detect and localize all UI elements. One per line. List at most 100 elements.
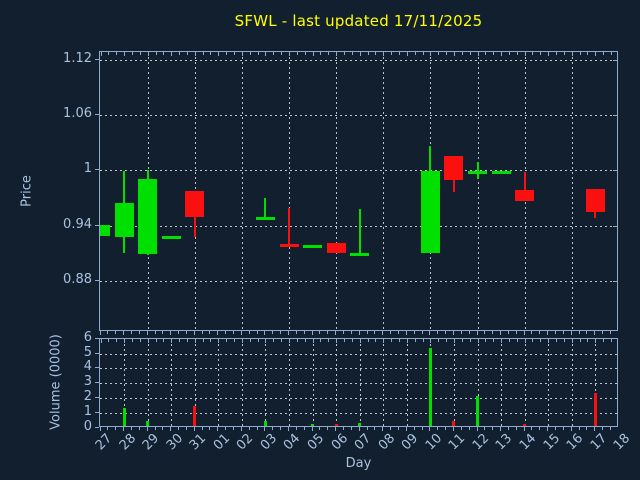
volume-y-tick	[95, 412, 99, 414]
day-tick-label: 14	[516, 431, 540, 454]
volume-gridline-vertical	[147, 339, 149, 426]
x-tick	[178, 331, 179, 334]
day-tick-label: 18	[611, 431, 634, 454]
x-tick	[304, 339, 306, 342]
x-tick	[507, 331, 509, 334]
x-tick	[336, 339, 338, 343]
x-tick	[240, 427, 242, 431]
x-tick	[272, 427, 274, 430]
x-tick	[383, 52, 385, 56]
volume-gridline-vertical	[124, 339, 126, 426]
x-tick	[99, 427, 101, 431]
x-tick	[578, 331, 580, 334]
x-tick	[508, 339, 510, 342]
price-y-tick	[95, 279, 99, 281]
x-tick	[366, 331, 368, 334]
x-tick	[295, 427, 297, 430]
x-tick	[225, 331, 227, 334]
x-tick	[422, 339, 424, 342]
x-tick	[241, 52, 243, 56]
price-gridline-vertical	[289, 52, 290, 330]
volume-panel	[99, 338, 618, 427]
x-tick	[438, 339, 440, 342]
x-tick	[225, 427, 227, 430]
x-tick	[611, 52, 612, 55]
x-tick	[179, 339, 180, 342]
x-tick	[571, 52, 573, 56]
x-tick	[264, 331, 266, 335]
x-tick	[343, 331, 344, 334]
x-tick	[312, 339, 314, 343]
volume-y-tick	[95, 427, 99, 428]
x-tick	[437, 331, 439, 334]
candle-body-12	[468, 171, 487, 175]
x-tick	[100, 339, 102, 343]
candle-body-06	[326, 243, 346, 254]
x-tick	[595, 52, 597, 56]
volume-y-tick	[95, 397, 99, 399]
x-tick	[233, 331, 234, 334]
candle-body-13	[491, 171, 511, 175]
volume-bar-04	[287, 425, 291, 426]
price-gridline-horizontal	[100, 280, 617, 282]
x-tick	[264, 427, 266, 431]
x-tick	[367, 339, 369, 342]
x-tick	[226, 339, 228, 342]
x-tick	[484, 427, 486, 430]
x-tick	[485, 339, 487, 342]
x-tick	[461, 339, 463, 342]
x-tick	[430, 339, 432, 343]
x-tick	[382, 427, 384, 431]
price-tick-label: 1	[83, 161, 92, 177]
volume-y-tick	[95, 352, 99, 354]
x-tick	[414, 52, 416, 55]
x-tick	[343, 427, 344, 430]
candle-wick-04	[288, 208, 290, 244]
x-tick	[594, 331, 596, 335]
volume-bar-14	[523, 423, 527, 426]
volume-gridline-vertical	[524, 339, 526, 426]
volume-gridline-horizontal	[100, 383, 617, 385]
x-tick	[130, 427, 132, 430]
x-tick	[131, 52, 133, 55]
x-tick	[540, 52, 542, 55]
x-tick	[390, 331, 392, 334]
day-tick-label: 10	[422, 431, 445, 454]
x-tick	[547, 331, 549, 335]
x-tick	[116, 339, 118, 342]
volume-y-tick	[95, 337, 99, 339]
x-tick	[485, 52, 487, 55]
volume-gridline-vertical	[218, 339, 220, 426]
x-tick	[138, 427, 140, 430]
x-tick	[115, 331, 117, 334]
x-tick	[296, 52, 298, 55]
day-tick-label: 29	[139, 431, 163, 454]
x-tick	[170, 331, 172, 335]
day-tick-label: 12	[469, 431, 493, 454]
x-tick	[397, 427, 399, 430]
volume-y-tick	[95, 367, 99, 369]
x-tick	[539, 427, 541, 430]
x-tick	[476, 427, 478, 431]
x-tick	[241, 339, 243, 343]
volume-y-tick	[95, 382, 99, 384]
x-tick	[209, 427, 211, 430]
x-tick	[265, 52, 267, 56]
x-tick	[429, 331, 431, 335]
x-tick	[383, 339, 385, 343]
x-tick	[374, 331, 376, 334]
x-tick	[524, 52, 526, 56]
x-tick	[603, 52, 605, 55]
candle-wick-14	[523, 172, 526, 201]
x-tick	[265, 339, 267, 343]
x-tick	[351, 339, 353, 342]
x-tick	[406, 339, 408, 343]
volume-tick-label: 3	[83, 374, 92, 390]
x-tick	[178, 427, 179, 430]
x-tick	[548, 52, 550, 56]
x-tick	[154, 427, 156, 430]
candle-body-29	[138, 179, 158, 255]
volume-bar-17	[593, 393, 597, 426]
x-tick	[382, 331, 384, 335]
